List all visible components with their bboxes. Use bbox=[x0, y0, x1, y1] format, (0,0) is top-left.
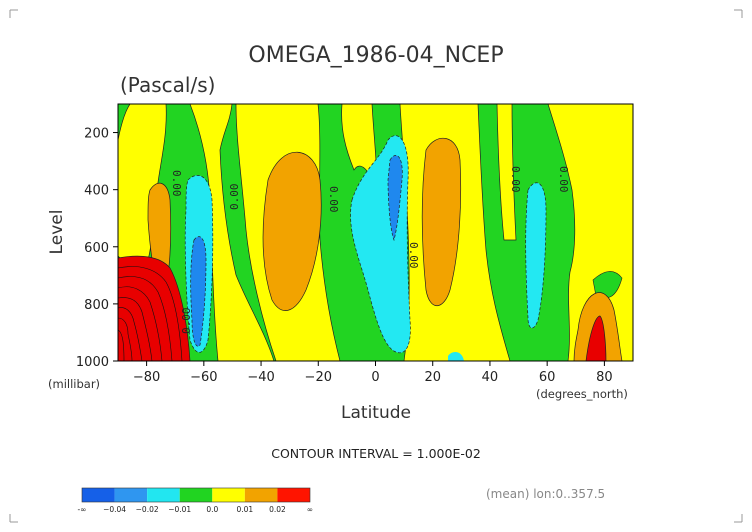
contour-label: 0.00 bbox=[557, 166, 570, 193]
colorbar-label: −0.04 bbox=[103, 505, 126, 514]
region-cyan-north-midlat bbox=[525, 182, 547, 329]
y-axis-ticks: 200 400 600 800 1000 bbox=[76, 127, 118, 370]
region-red-north-polar bbox=[585, 315, 607, 362]
region-red-south-polar bbox=[117, 255, 191, 362]
contour-label: 0.00 bbox=[509, 166, 522, 193]
contour-label: 0.00 bbox=[180, 308, 193, 335]
contour-label: 0.00 bbox=[228, 184, 241, 211]
page-corner-marks bbox=[9, 9, 743, 523]
y-tick-label: 600 bbox=[84, 241, 109, 256]
contour-label: 0.00 bbox=[407, 242, 420, 269]
x-axis-ticks: −80 −60 −40 −20 0 20 40 60 80 bbox=[133, 361, 613, 385]
y-tick-label: 800 bbox=[84, 298, 109, 313]
contour-label: 0.00 bbox=[170, 170, 183, 197]
colorbar-swatch bbox=[179, 488, 213, 502]
footer-text: (mean) lon:0..357.5 bbox=[486, 487, 605, 501]
region-orange-south-subtropics bbox=[262, 151, 322, 311]
region-cyan-surface-blob bbox=[448, 351, 464, 361]
colorbar: -∞ −0.04 −0.02 −0.01 0.0 0.01 0.02 ∞ bbox=[78, 487, 313, 514]
colorbar-label: 0.0 bbox=[206, 505, 218, 514]
x-tick-label: −40 bbox=[247, 370, 274, 385]
colorbar-label: −0.01 bbox=[168, 505, 191, 514]
contour-interval-text: CONTOUR INTERVAL = 1.000E-02 bbox=[271, 446, 481, 461]
contour-label: 0.00 bbox=[327, 186, 340, 213]
y-tick-label: 200 bbox=[84, 127, 109, 142]
plot-area bbox=[117, 103, 634, 362]
colorbar-swatch bbox=[114, 488, 148, 502]
colorbar-swatch bbox=[277, 488, 310, 502]
colorbar-label: 0.01 bbox=[237, 505, 254, 514]
x-tick-label: 20 bbox=[424, 370, 441, 385]
x-tick-label: 0 bbox=[371, 370, 379, 385]
x-tick-label: −60 bbox=[190, 370, 217, 385]
region-orange-north-subtropics bbox=[421, 137, 462, 307]
colorbar-label: ∞ bbox=[307, 505, 313, 514]
colorbar-swatch bbox=[147, 488, 180, 502]
colorbar-label: 0.02 bbox=[269, 505, 286, 514]
y-axis-label: Level bbox=[47, 210, 67, 255]
region-yellow-north-midlat-strip bbox=[496, 103, 517, 241]
x-tick-label: −20 bbox=[305, 370, 332, 385]
contour-labels: 0.00 0.00 0.00 0.00 0.00 0.00 0.00 bbox=[170, 166, 570, 334]
x-axis-label: Latitude bbox=[341, 403, 411, 423]
y-tick-label: 400 bbox=[84, 184, 109, 199]
region-blue-south-midlat bbox=[190, 236, 207, 347]
x-tick-label: 40 bbox=[482, 370, 499, 385]
colorbar-frame bbox=[81, 487, 311, 503]
y-tick-label: 1000 bbox=[76, 355, 109, 370]
x-tick-label: −80 bbox=[133, 370, 160, 385]
x-unit-note: (degrees_north) bbox=[536, 387, 628, 401]
colorbar-swatch bbox=[82, 488, 115, 502]
y-unit-note: (millibar) bbox=[48, 377, 100, 391]
x-tick-label: 80 bbox=[596, 370, 613, 385]
colorbar-label: -∞ bbox=[78, 505, 87, 514]
colorbar-swatch bbox=[244, 488, 278, 502]
colorbar-label: −0.02 bbox=[136, 505, 159, 514]
region-blue-equatorial bbox=[387, 155, 403, 242]
chart-title: OMEGA_1986-04_NCEP bbox=[248, 43, 503, 68]
colorbar-swatch bbox=[212, 488, 245, 502]
x-tick-label: 60 bbox=[539, 370, 556, 385]
region-yellow-north-polar bbox=[547, 103, 634, 362]
chart-units: (Pascal/s) bbox=[120, 73, 215, 97]
dense-contours-south-polar bbox=[117, 266, 183, 362]
